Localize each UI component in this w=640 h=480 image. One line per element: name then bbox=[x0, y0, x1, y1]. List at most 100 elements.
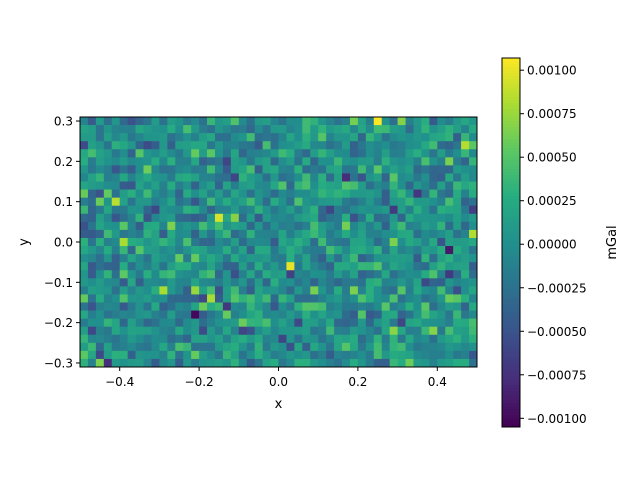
heatmap-cell bbox=[286, 350, 295, 360]
heatmap-cell bbox=[191, 197, 200, 207]
y-axis-ticks: −0.3−0.2−0.10.00.10.20.3 bbox=[44, 115, 80, 370]
colorbar-segment bbox=[502, 82, 520, 86]
heatmap-cell bbox=[87, 229, 97, 239]
heatmap-cell bbox=[469, 278, 478, 287]
heatmap-cell bbox=[159, 189, 168, 198]
heatmap-cell bbox=[87, 286, 97, 295]
colorbar-segment bbox=[502, 424, 520, 428]
heatmap-cell bbox=[80, 197, 89, 207]
heatmap-cell bbox=[191, 237, 200, 247]
heatmap-cell bbox=[151, 165, 160, 174]
colorbar-segment bbox=[502, 316, 520, 320]
heatmap-cell bbox=[413, 302, 422, 311]
heatmap-cell bbox=[199, 294, 208, 303]
heatmap-cell bbox=[310, 246, 319, 255]
heatmap-cell bbox=[95, 326, 105, 336]
heatmap-cell bbox=[151, 358, 160, 368]
heatmap-cell bbox=[183, 189, 192, 198]
heatmap-cell bbox=[183, 229, 192, 239]
heatmap-cell bbox=[437, 165, 446, 174]
heatmap-cell bbox=[191, 173, 200, 182]
heatmap-cell bbox=[373, 286, 383, 295]
heatmap-cell bbox=[294, 326, 303, 336]
heatmap-cell bbox=[286, 197, 295, 207]
heatmap-cell bbox=[461, 318, 470, 328]
heatmap-cell bbox=[167, 165, 176, 174]
heatmap-cell bbox=[302, 326, 311, 336]
heatmap-cell bbox=[191, 318, 200, 328]
heatmap-cell bbox=[349, 310, 359, 319]
colorbar-segment bbox=[502, 157, 520, 161]
heatmap-cell bbox=[294, 157, 303, 166]
heatmap-cell bbox=[143, 302, 152, 311]
heatmap-cell bbox=[238, 262, 248, 271]
heatmap-cell bbox=[334, 229, 343, 239]
heatmap-cell bbox=[461, 117, 470, 126]
heatmap-cell bbox=[230, 189, 240, 198]
heatmap-cell bbox=[119, 310, 128, 319]
heatmap-cell bbox=[413, 157, 422, 166]
heatmap-cell bbox=[135, 149, 144, 158]
heatmap-cell bbox=[262, 294, 271, 303]
heatmap-cell bbox=[80, 302, 89, 311]
heatmap-cell bbox=[397, 173, 406, 182]
heatmap-cell bbox=[135, 173, 144, 182]
heatmap-cell bbox=[103, 326, 113, 336]
colorbar-segment bbox=[502, 247, 520, 251]
heatmap-cell bbox=[222, 342, 232, 352]
heatmap-cell bbox=[111, 294, 121, 303]
heatmap-cell bbox=[175, 197, 184, 207]
heatmap-cell bbox=[95, 334, 105, 344]
heatmap-cell bbox=[413, 326, 422, 336]
heatmap-cell bbox=[183, 318, 192, 328]
heatmap-cell bbox=[437, 237, 446, 247]
heatmap-cell bbox=[80, 294, 89, 303]
heatmap-cell bbox=[95, 246, 105, 255]
heatmap-cell bbox=[373, 205, 383, 215]
heatmap-cell bbox=[159, 262, 168, 271]
heatmap-cell bbox=[222, 189, 232, 198]
heatmap-cell bbox=[207, 246, 216, 255]
heatmap-cell bbox=[286, 133, 295, 142]
heatmap-cell bbox=[389, 334, 398, 344]
heatmap-cell bbox=[151, 125, 160, 134]
heatmap-cell bbox=[119, 165, 128, 174]
colorbar-segment bbox=[502, 250, 520, 254]
heatmap-cell bbox=[167, 342, 176, 352]
heatmap-cell bbox=[453, 278, 462, 287]
heatmap-cell bbox=[270, 294, 279, 303]
heatmap-cell bbox=[461, 310, 470, 319]
heatmap-cell bbox=[342, 141, 351, 150]
heatmap-cell bbox=[191, 189, 200, 198]
heatmap-cell bbox=[246, 318, 256, 328]
heatmap-cell bbox=[397, 205, 406, 215]
heatmap-cell bbox=[349, 318, 359, 328]
heatmap-cell bbox=[103, 294, 113, 303]
heatmap-cell bbox=[151, 350, 160, 360]
heatmap-cell bbox=[135, 286, 144, 295]
heatmap-cell bbox=[389, 358, 398, 368]
heatmap-cell bbox=[207, 181, 216, 190]
heatmap-cell bbox=[175, 342, 184, 352]
heatmap-cell bbox=[143, 310, 152, 319]
heatmap-cell bbox=[246, 254, 256, 263]
heatmap-cell bbox=[278, 302, 287, 311]
colorbar-segment bbox=[502, 274, 520, 278]
heatmap-cell bbox=[453, 254, 462, 263]
heatmap-cell bbox=[437, 149, 446, 158]
heatmap-cell bbox=[469, 157, 478, 166]
heatmap-cell bbox=[342, 125, 351, 134]
heatmap-cell bbox=[365, 237, 375, 247]
heatmap-cell bbox=[230, 286, 240, 295]
heatmap-cell bbox=[80, 254, 89, 263]
heatmap-cell bbox=[127, 141, 136, 150]
heatmap-cell bbox=[214, 173, 224, 182]
heatmap-cell bbox=[207, 125, 216, 134]
colorbar-segment bbox=[502, 265, 520, 269]
heatmap-cell bbox=[151, 157, 160, 166]
heatmap-cell bbox=[199, 165, 208, 174]
heatmap-cell bbox=[214, 237, 224, 247]
heatmap-cell bbox=[429, 237, 438, 247]
heatmap-cell bbox=[175, 278, 184, 287]
heatmap-cell bbox=[95, 294, 105, 303]
